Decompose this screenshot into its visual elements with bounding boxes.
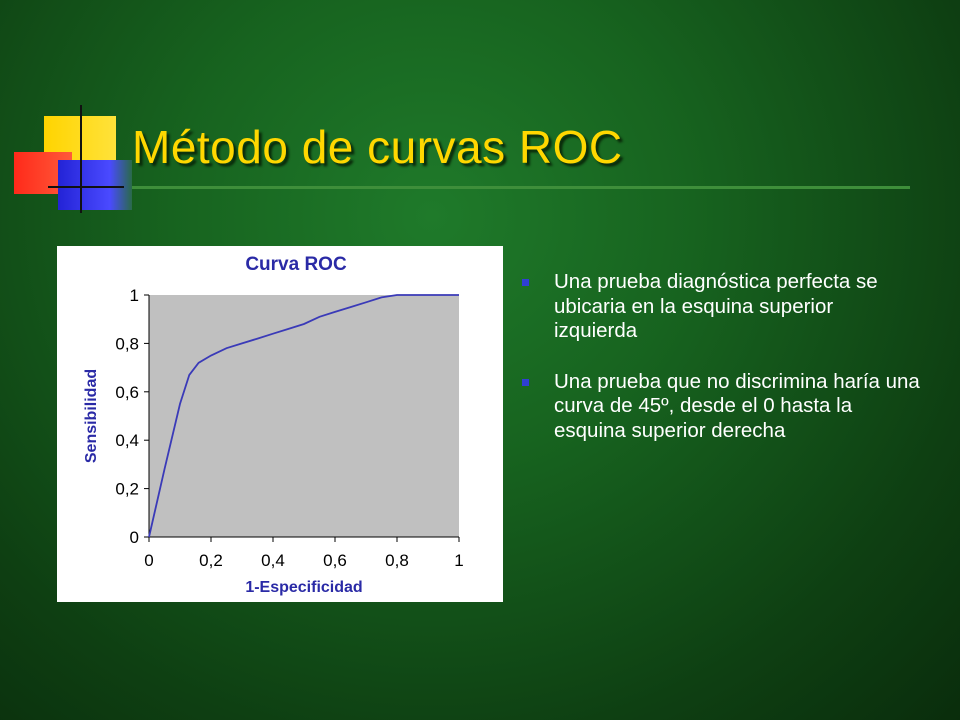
- roc-curve-line: [148, 294, 459, 538]
- decorative-logo: [0, 0, 140, 230]
- bullet-text: Una prueba diagnóstica perfecta se ubica…: [554, 270, 878, 342]
- bullet-text: Una prueba que no discrimina haría una c…: [554, 369, 920, 442]
- y-tick-label: 0: [130, 528, 139, 547]
- axes: [144, 294, 460, 542]
- logo-horizontal-line: [48, 186, 124, 188]
- y-tick-label: 0,8: [115, 334, 139, 353]
- square-bullet-icon: [522, 378, 529, 386]
- y-tick-label: 0,4: [115, 431, 139, 450]
- chart-title: Curva ROC: [245, 254, 347, 275]
- title-underline: [132, 186, 910, 189]
- plot-area: [149, 295, 459, 537]
- roc-chart-panel: Curva ROC 0 0,2 0,4 0,6 0,8 1 0 0,2 0,4 0,6 0,8 1 …: [57, 246, 503, 602]
- blue-square-shape: [58, 160, 132, 210]
- x-tick-label: 0,4: [261, 551, 285, 570]
- y-tick-labels: 0 0,2 0,4 0,6 0,8 1: [115, 286, 139, 547]
- y-axis-label: Sensibilidad: [83, 369, 100, 463]
- y-tick-label: 1: [130, 286, 139, 305]
- slide-title: Método de curvas ROC: [132, 121, 623, 173]
- y-tick-label: 0,6: [115, 383, 139, 402]
- bullet-item: Una prueba que no discrimina haría una c…: [520, 370, 920, 444]
- x-tick-label: 0,8: [385, 551, 409, 570]
- logo-vertical-line: [80, 105, 82, 213]
- square-bullet-icon: [522, 279, 529, 286]
- bullet-item: Una prueba diagnóstica perfecta se ubica…: [520, 270, 920, 344]
- x-axis-label: 1-Especificidad: [245, 579, 362, 596]
- roc-chart: Curva ROC 00,20,40,60,81 0 0,2 0,4 0,6 0,8 1 …: [83, 254, 464, 596]
- y-tick-label: 0,2: [115, 480, 139, 499]
- x-tick-label: 0: [144, 551, 153, 570]
- x-tick-label: 0,2: [199, 551, 223, 570]
- bullet-list: Una prueba diagnóstica perfecta se ubica…: [520, 270, 920, 469]
- x-tick-labels: 0 0,2 0,4 0,6 0,8 1: [144, 551, 463, 570]
- x-tick-label: 1: [454, 551, 463, 570]
- x-tick-label: 0,6: [323, 551, 347, 570]
